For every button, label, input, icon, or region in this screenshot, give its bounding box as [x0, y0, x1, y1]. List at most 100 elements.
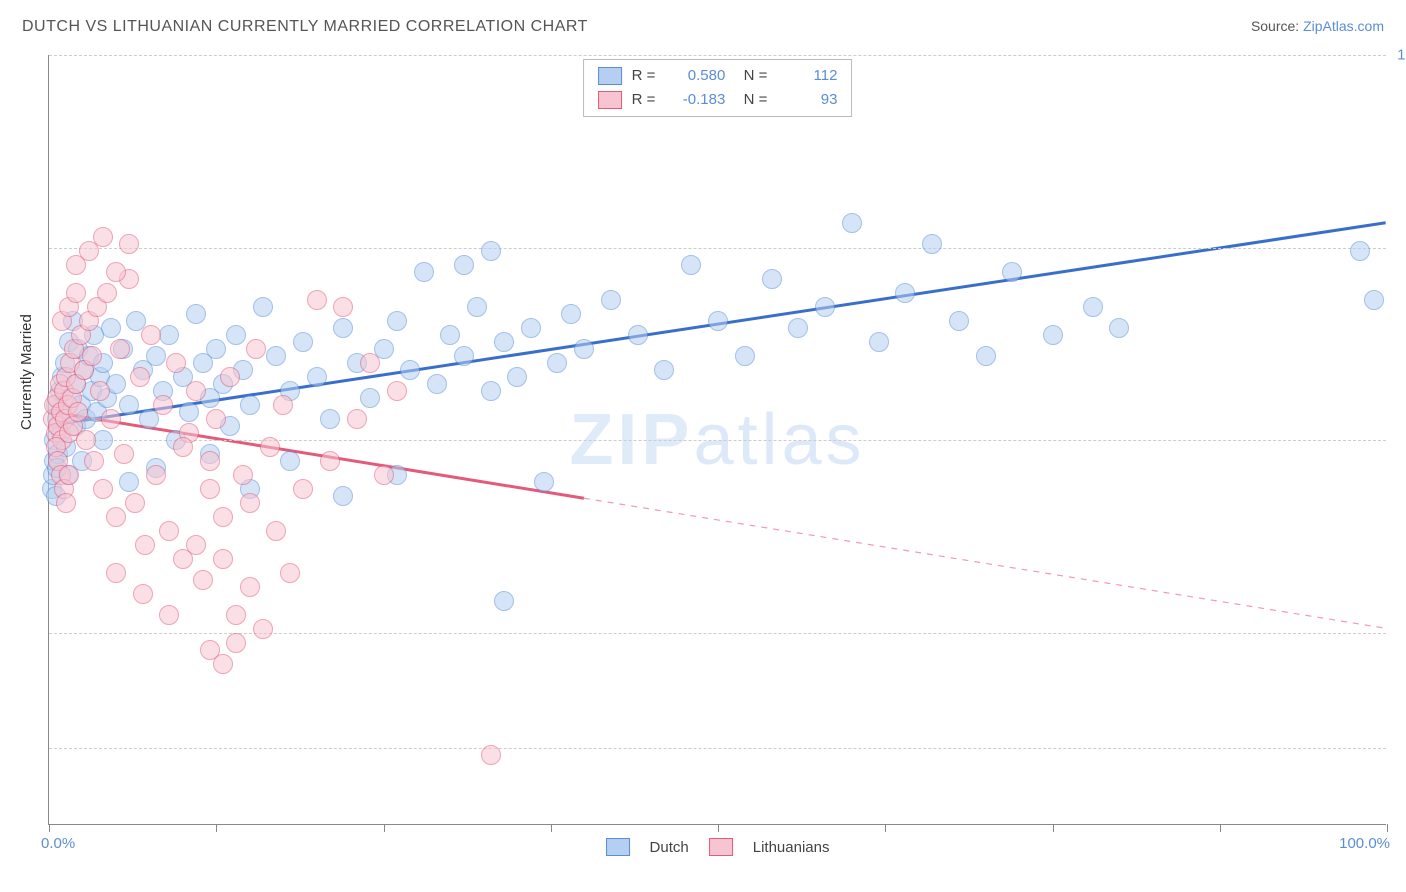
- scatter-point: [260, 437, 280, 457]
- scatter-point: [333, 486, 353, 506]
- scatter-point: [400, 360, 420, 380]
- x-axis-tick: [1387, 824, 1388, 832]
- scatter-point: [186, 535, 206, 555]
- scatter-point: [454, 346, 474, 366]
- scatter-point: [333, 297, 353, 317]
- scatter-point: [454, 255, 474, 275]
- x-axis-tick: [216, 824, 217, 832]
- scatter-point: [681, 255, 701, 275]
- gridline-h: [49, 248, 1386, 249]
- source-prefix: Source:: [1251, 18, 1303, 34]
- scatter-point: [494, 332, 514, 352]
- x-axis-min-label: 0.0%: [41, 835, 75, 852]
- scatter-point: [56, 493, 76, 513]
- scatter-point: [414, 262, 434, 282]
- scatter-point: [186, 304, 206, 324]
- scatter-point: [347, 409, 367, 429]
- scatter-point: [253, 297, 273, 317]
- scatter-point: [708, 311, 728, 331]
- scatter-point: [220, 367, 240, 387]
- scatter-point: [186, 381, 206, 401]
- scatter-point: [240, 395, 260, 415]
- gridline-h: [49, 748, 1386, 749]
- scatter-point: [320, 451, 340, 471]
- scatter-point: [481, 381, 501, 401]
- scatter-point: [547, 353, 567, 373]
- scatter-point: [374, 465, 394, 485]
- swatch-lith: [709, 838, 733, 856]
- scatter-point: [440, 325, 460, 345]
- scatter-point: [106, 563, 126, 583]
- scatter-point: [1002, 262, 1022, 282]
- scatter-point: [125, 493, 145, 513]
- x-axis-tick: [1220, 824, 1221, 832]
- scatter-point: [949, 311, 969, 331]
- x-axis-max-label: 100.0%: [1339, 835, 1390, 852]
- stat-r-dutch: 0.580: [665, 64, 725, 88]
- scatter-point: [333, 318, 353, 338]
- scatter-point: [654, 360, 674, 380]
- scatter-point: [179, 402, 199, 422]
- scatter-point: [226, 633, 246, 653]
- scatter-point: [521, 318, 541, 338]
- scatter-point: [206, 339, 226, 359]
- scatter-point: [494, 591, 514, 611]
- y-axis-tick-label: 100.0%: [1397, 47, 1406, 64]
- scatter-point: [213, 654, 233, 674]
- stat-n-dutch: 112: [777, 64, 837, 88]
- scatter-point: [159, 605, 179, 625]
- scatter-point: [159, 521, 179, 541]
- scatter-point: [93, 479, 113, 499]
- gridline-h: [49, 633, 1386, 634]
- legend-stats: R = 0.580 N = 112 R = -0.183 N = 93: [583, 59, 853, 117]
- scatter-point: [320, 409, 340, 429]
- stat-label-r: R =: [632, 88, 656, 112]
- scatter-point: [141, 325, 161, 345]
- scatter-point: [133, 584, 153, 604]
- scatter-point: [130, 367, 150, 387]
- scatter-point: [159, 325, 179, 345]
- source-attribution: Source: ZipAtlas.com: [1251, 18, 1384, 34]
- y-axis-label: Currently Married: [18, 314, 35, 430]
- scatter-point: [307, 367, 327, 387]
- swatch-dutch: [606, 838, 630, 856]
- scatter-point: [1350, 241, 1370, 261]
- scatter-point: [200, 479, 220, 499]
- scatter-point: [788, 318, 808, 338]
- legend-label-dutch: Dutch: [650, 839, 689, 856]
- scatter-point: [253, 619, 273, 639]
- stat-label-r: R =: [632, 64, 656, 88]
- scatter-point: [481, 241, 501, 261]
- scatter-point: [922, 234, 942, 254]
- scatter-point: [226, 605, 246, 625]
- x-axis-tick: [1053, 824, 1054, 832]
- scatter-point: [200, 451, 220, 471]
- source-link[interactable]: ZipAtlas.com: [1303, 18, 1384, 34]
- legend-row-lith: R = -0.183 N = 93: [598, 88, 838, 112]
- scatter-point: [387, 311, 407, 331]
- scatter-point: [213, 507, 233, 527]
- scatter-point: [628, 325, 648, 345]
- legend-series: Dutch Lithuanians: [606, 838, 830, 856]
- swatch-dutch: [598, 67, 622, 85]
- scatter-point: [427, 374, 447, 394]
- scatter-point: [206, 409, 226, 429]
- scatter-point: [273, 395, 293, 415]
- x-axis-tick: [384, 824, 385, 832]
- scatter-point: [240, 577, 260, 597]
- scatter-point: [534, 472, 554, 492]
- scatter-point: [119, 395, 139, 415]
- scatter-point: [135, 535, 155, 555]
- scatter-point: [735, 346, 755, 366]
- scatter-point: [815, 297, 835, 317]
- scatter-point: [1364, 290, 1384, 310]
- gridline-h: [49, 440, 1386, 441]
- scatter-point: [59, 465, 79, 485]
- scatter-point: [762, 269, 782, 289]
- scatter-point: [507, 367, 527, 387]
- scatter-point: [976, 346, 996, 366]
- plot-area: ZIPatlas R = 0.580 N = 112 R = -0.183 N …: [48, 55, 1386, 825]
- stat-n-lith: 93: [777, 88, 837, 112]
- scatter-point: [246, 339, 266, 359]
- scatter-point: [68, 402, 88, 422]
